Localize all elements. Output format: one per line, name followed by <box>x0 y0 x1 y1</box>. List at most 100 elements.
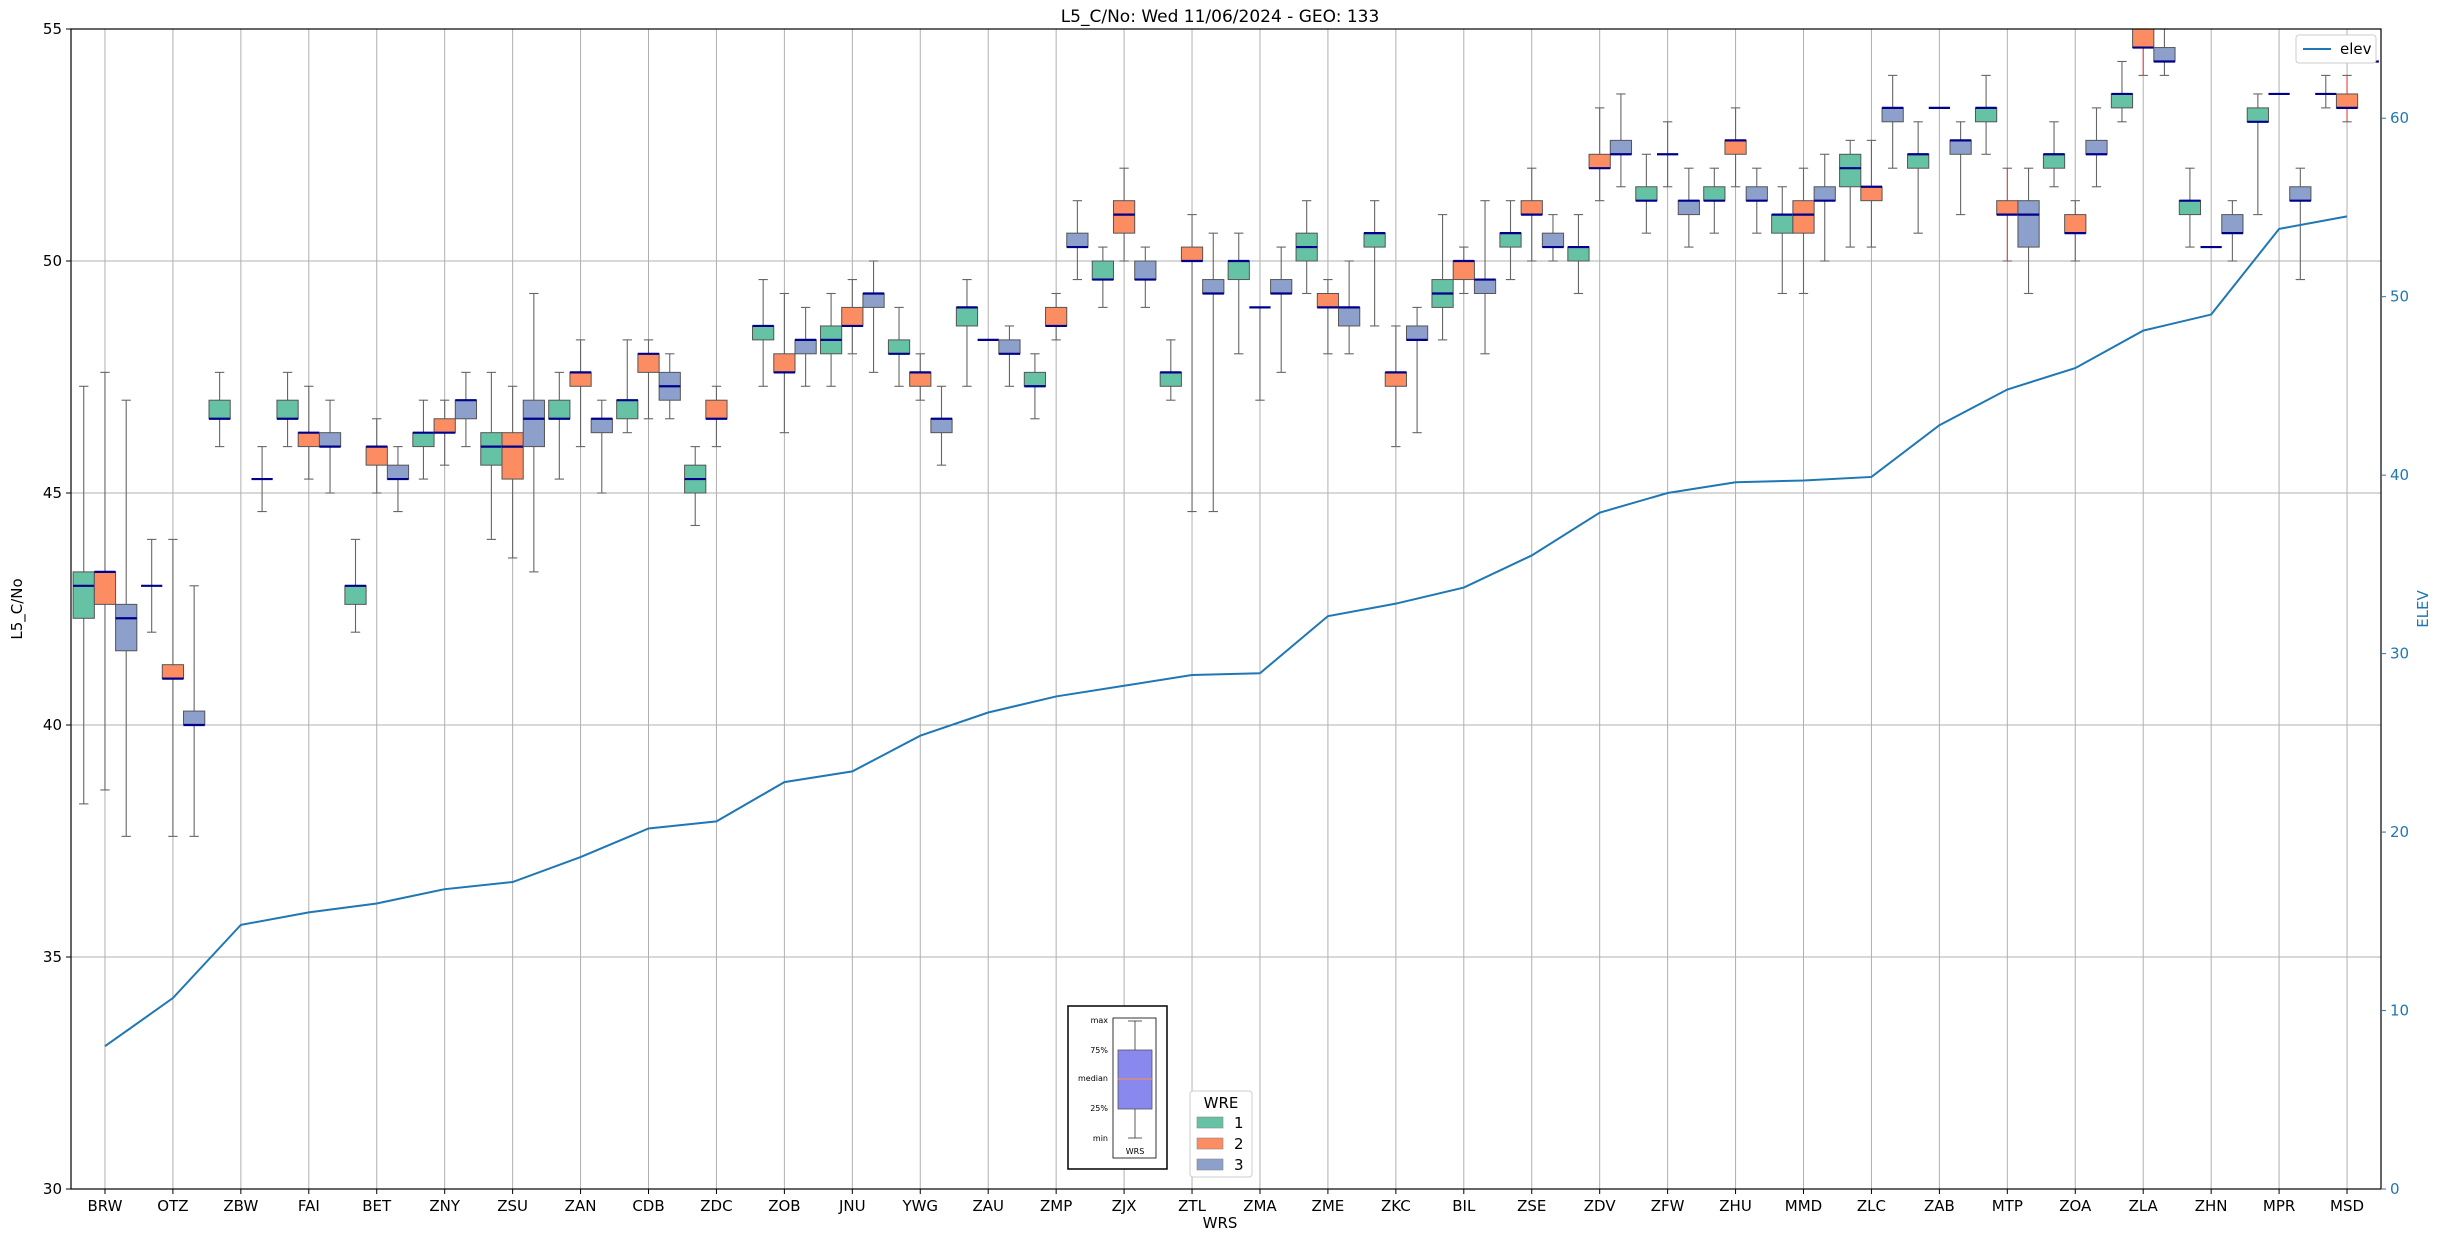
y2-axis-label: ELEV <box>2414 589 2432 627</box>
box-iqr <box>2153 47 2176 62</box>
y-tick-label: 55 <box>43 20 62 38</box>
box-ZSE-wre-3 <box>1541 214 1565 262</box>
y-tick-label: 50 <box>43 252 62 270</box>
inset-label: median <box>1078 1074 1108 1083</box>
box-ZJX-wre-1 <box>1091 246 1114 308</box>
box-iqr <box>1974 107 1998 123</box>
box-ZBW-wre-1 <box>208 371 231 448</box>
box-iqr <box>1541 232 1565 248</box>
box-iqr <box>1384 371 1407 387</box>
box-iqr <box>1112 200 1136 234</box>
box-iqr <box>794 339 817 355</box>
elev-legend-label: elev <box>2340 40 2372 58</box>
y2-tick-label: 0 <box>2390 1180 2400 1198</box>
box-BET-wre-2 <box>365 418 388 494</box>
box-ZLC-wre-3 <box>1881 74 1904 169</box>
box-ZHN-wre-1 <box>2178 167 2202 248</box>
box-iqr <box>183 710 206 726</box>
x-tick-label: BET <box>362 1197 392 1215</box>
box-ZTL-wre-1 <box>1159 339 1182 401</box>
y-axis-label: L5_C/No <box>8 578 27 639</box>
box-iqr <box>1860 186 1883 202</box>
box-iqr <box>1881 107 1904 123</box>
box-iqr <box>1180 246 1204 262</box>
box-iqr <box>1745 186 1768 202</box>
box-ZNY-wre-1 <box>412 399 435 480</box>
box-ZOB-wre-1 <box>752 279 775 387</box>
box-ZLC-wre-1 <box>1839 139 1862 248</box>
box-iqr <box>887 339 911 355</box>
box-iqr <box>2335 93 2359 109</box>
box-iqr <box>841 306 864 327</box>
box-iqr <box>955 306 979 327</box>
y2-tick-label: 20 <box>2390 823 2409 841</box>
box-ZAB-wre-1 <box>1907 121 1930 234</box>
box-ZFW-wre-3 <box>1677 167 1700 248</box>
y2-tick-label: 40 <box>2390 466 2409 484</box>
box-iqr <box>344 585 367 605</box>
box-ZMA-wre-3 <box>1270 246 1293 373</box>
box-BIL-wre-1 <box>1431 214 1454 341</box>
x-tick-label: FAI <box>298 1197 320 1215</box>
box-iqr <box>590 418 613 434</box>
box-CDB-wre-2 <box>637 339 660 420</box>
x-tick-label: ZAB <box>1924 1197 1955 1215</box>
y-tick-label: 40 <box>43 716 62 734</box>
box-iqr <box>1202 279 1225 294</box>
wre-legend-frame <box>1189 1090 1253 1178</box>
x-tick-label: ZNY <box>429 1197 460 1215</box>
box-iqr <box>1996 200 2019 216</box>
box-ZSU-wre-1 <box>480 371 503 540</box>
box-iqr <box>93 571 117 605</box>
x-axis-label: WRS <box>1203 1214 1238 1232</box>
box-ZAU-wre-3 <box>998 325 1021 387</box>
box-iqr <box>1677 200 1700 216</box>
x-tick-label: ZTL <box>1178 1197 1206 1215</box>
box-iqr <box>1813 186 1836 202</box>
box-iqr <box>1045 306 1068 327</box>
box-JNU-wre-3 <box>862 260 885 373</box>
box-iqr <box>365 446 388 466</box>
box-iqr <box>2132 28 2155 49</box>
box-ZBW-wre-3 <box>251 446 273 513</box>
box-MTP-wre-1 <box>1974 74 1998 155</box>
box-iqr <box>1270 279 1293 294</box>
box-plots <box>72 28 2379 837</box>
box-JNU-wre-1 <box>819 292 843 387</box>
box-iqr <box>1338 306 1361 327</box>
box-iqr <box>1724 139 1747 155</box>
box-iqr <box>2017 200 2040 248</box>
box-iqr <box>2085 139 2108 155</box>
x-tick-label: MSD <box>2330 1197 2364 1215</box>
box-ZOA-wre-1 <box>2042 121 2066 188</box>
box-iqr <box>909 371 932 387</box>
box-FAI-wre-2 <box>297 385 320 480</box>
box-OTZ-wre-1 <box>141 538 163 633</box>
x-tick-label: OTZ <box>157 1197 188 1215</box>
box-ZFW-wre-1 <box>1635 153 1658 234</box>
y2-tick-label: 30 <box>2390 645 2409 663</box>
box-ZTL-wre-2 <box>1180 214 1204 513</box>
box-MTP-wre-2 <box>1996 167 2019 262</box>
box-ZLC-wre-2 <box>1860 139 1883 248</box>
box-iqr <box>480 432 503 466</box>
box-FAI-wre-1 <box>276 371 299 448</box>
box-ZKC-wre-2 <box>1384 325 1407 448</box>
wre-legend-swatch <box>1196 1116 1224 1129</box>
x-tick-label: ZAN <box>565 1197 597 1215</box>
box-ZMA-wre-1 <box>1227 232 1250 355</box>
box-ZHU-wre-3 <box>1745 167 1768 234</box>
box-iqr <box>1792 200 1815 234</box>
box-iqr <box>161 664 185 680</box>
y2-tick-label: 50 <box>2390 288 2409 306</box>
box-iqr <box>862 292 885 308</box>
inset-xlabel: WRS <box>1126 1147 1145 1156</box>
box-MPR-wre-1 <box>2246 93 2269 216</box>
box-iqr <box>2178 200 2202 216</box>
box-iqr <box>548 399 571 420</box>
box-iqr <box>1839 153 1862 188</box>
box-iqr <box>1609 139 1633 155</box>
box-iqr <box>1907 153 1930 169</box>
